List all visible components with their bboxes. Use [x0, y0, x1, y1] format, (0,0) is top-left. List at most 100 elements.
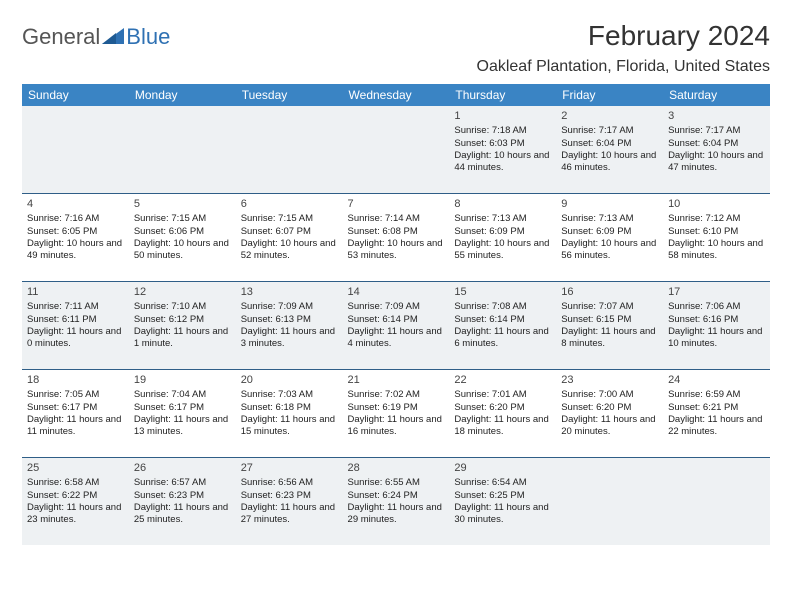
calendar-table: SundayMondayTuesdayWednesdayThursdayFrid… [22, 84, 770, 545]
calendar-cell: 7 Sunrise: 7:14 AMSunset: 6:08 PMDaylight… [343, 194, 450, 282]
day-details: Sunrise: 6:54 AMSunset: 6:25 PMDaylight:… [454, 477, 551, 526]
calendar-cell: 22 Sunrise: 7:01 AMSunset: 6:20 PMDayligh… [449, 370, 556, 458]
brand-logo: General Blue [22, 24, 170, 50]
day-number: 24 [668, 373, 765, 387]
day-header: Friday [556, 84, 663, 106]
day-details: Sunrise: 7:14 AMSunset: 6:08 PMDaylight:… [348, 213, 445, 262]
day-number: 16 [561, 285, 658, 299]
calendar-cell: 6Sunrise: 7:15 AMSunset: 6:07 PMDaylight… [236, 194, 343, 282]
calendar-week: 25 Sunrise: 6:58 AMSunset: 6:22 PMDayligh… [22, 458, 770, 546]
day-number: 13 [241, 285, 338, 299]
day-details: Sunrise: 6:57 AMSunset: 6:23 PMDaylight:… [134, 477, 231, 526]
day-number: 8 [454, 197, 551, 211]
day-header: Thursday [449, 84, 556, 106]
calendar-cell: 25 Sunrise: 6:58 AMSunset: 6:22 PMDayligh… [22, 458, 129, 546]
day-details: Sunrise: 7:10 AMSunset: 6:12 PMDaylight:… [134, 301, 231, 350]
day-details: Sunrise: 7:07 AMSunset: 6:15 PMDaylight:… [561, 301, 658, 350]
day-number: 12 [134, 285, 231, 299]
day-number: 22 [454, 373, 551, 387]
day-details: Sunrise: 7:05 AMSunset: 6:17 PMDaylight:… [27, 389, 124, 438]
day-details: Sunrise: 7:09 AMSunset: 6:14 PMDaylight:… [348, 301, 445, 350]
day-details: Sunrise: 7:11 AMSunset: 6:11 PMDaylight:… [27, 301, 124, 350]
calendar-cell: 20Sunrise: 7:03 AMSunset: 6:18 PMDayligh… [236, 370, 343, 458]
calendar-cell: 10 Sunrise: 7:12 AMSunset: 6:10 PMDayligh… [663, 194, 770, 282]
calendar-cell: 18 Sunrise: 7:05 AMSunset: 6:17 PMDayligh… [22, 370, 129, 458]
day-details: Sunrise: 7:06 AMSunset: 6:16 PMDaylight:… [668, 301, 765, 350]
day-details: Sunrise: 7:00 AMSunset: 6:20 PMDaylight:… [561, 389, 658, 438]
day-number: 5 [134, 197, 231, 211]
day-number: 19 [134, 373, 231, 387]
day-details: Sunrise: 7:12 AMSunset: 6:10 PMDaylight:… [668, 213, 765, 262]
calendar-cell: 14 Sunrise: 7:09 AMSunset: 6:14 PMDayligh… [343, 282, 450, 370]
day-number: 7 [348, 197, 445, 211]
day-details: Sunrise: 6:59 AMSunset: 6:21 PMDaylight:… [668, 389, 765, 438]
brand-triangle-icon [102, 24, 124, 50]
calendar-cell: 19 Sunrise: 7:04 AMSunset: 6:17 PMDayligh… [129, 370, 236, 458]
brand-part1: General [22, 24, 100, 50]
month-title: February 2024 [477, 20, 771, 52]
day-details: Sunrise: 7:13 AMSunset: 6:09 PMDaylight:… [454, 213, 551, 262]
header: General Blue February 2024 Oakleaf Plant… [22, 20, 770, 76]
day-number: 4 [27, 197, 124, 211]
day-header-row: SundayMondayTuesdayWednesdayThursdayFrid… [22, 84, 770, 106]
day-details: Sunrise: 7:16 AMSunset: 6:05 PMDaylight:… [27, 213, 124, 262]
calendar-cell: 11 Sunrise: 7:11 AMSunset: 6:11 PMDayligh… [22, 282, 129, 370]
calendar-body: 1 Sunrise: 7:18 AMSunset: 6:03 PMDaylight… [22, 106, 770, 545]
day-details: Sunrise: 7:15 AMSunset: 6:06 PMDaylight:… [134, 213, 231, 262]
day-number: 29 [454, 461, 551, 475]
calendar-cell: 24 Sunrise: 6:59 AMSunset: 6:21 PMDayligh… [663, 370, 770, 458]
calendar-cell [236, 106, 343, 194]
title-block: February 2024 Oakleaf Plantation, Florid… [477, 20, 771, 76]
calendar-cell: 27Sunrise: 6:56 AMSunset: 6:23 PMDayligh… [236, 458, 343, 546]
calendar-cell: 12 Sunrise: 7:10 AMSunset: 6:12 PMDayligh… [129, 282, 236, 370]
day-number: 1 [454, 109, 551, 123]
day-number: 2 [561, 109, 658, 123]
calendar-week: 1 Sunrise: 7:18 AMSunset: 6:03 PMDaylight… [22, 106, 770, 194]
location: Oakleaf Plantation, Florida, United Stat… [477, 58, 771, 76]
calendar-cell [129, 106, 236, 194]
day-header: Saturday [663, 84, 770, 106]
calendar-week: 18 Sunrise: 7:05 AMSunset: 6:17 PMDayligh… [22, 370, 770, 458]
day-number: 10 [668, 197, 765, 211]
calendar-cell: 2 Sunrise: 7:17 AMSunset: 6:04 PMDaylight… [556, 106, 663, 194]
calendar-cell: 3Sunrise: 7:17 AMSunset: 6:04 PMDaylight… [663, 106, 770, 194]
day-number: 14 [348, 285, 445, 299]
calendar-cell: 21Sunrise: 7:02 AMSunset: 6:19 PMDayligh… [343, 370, 450, 458]
day-number: 18 [27, 373, 124, 387]
day-number: 15 [454, 285, 551, 299]
calendar-cell: 17Sunrise: 7:06 AMSunset: 6:16 PMDayligh… [663, 282, 770, 370]
day-header: Monday [129, 84, 236, 106]
day-number: 28 [348, 461, 445, 475]
day-details: Sunrise: 6:55 AMSunset: 6:24 PMDaylight:… [348, 477, 445, 526]
day-details: Sunrise: 7:13 AMSunset: 6:09 PMDaylight:… [561, 213, 658, 262]
calendar-cell: 4 Sunrise: 7:16 AMSunset: 6:05 PMDaylight… [22, 194, 129, 282]
calendar-cell: 1 Sunrise: 7:18 AMSunset: 6:03 PMDaylight… [449, 106, 556, 194]
day-number: 26 [134, 461, 231, 475]
calendar-cell [343, 106, 450, 194]
day-number: 3 [668, 109, 765, 123]
day-details: Sunrise: 7:08 AMSunset: 6:14 PMDaylight:… [454, 301, 551, 350]
day-details: Sunrise: 7:03 AMSunset: 6:18 PMDaylight:… [241, 389, 338, 438]
calendar-cell: 29 Sunrise: 6:54 AMSunset: 6:25 PMDayligh… [449, 458, 556, 546]
calendar-cell [663, 458, 770, 546]
calendar-week: 4 Sunrise: 7:16 AMSunset: 6:05 PMDaylight… [22, 194, 770, 282]
calendar-cell: 9Sunrise: 7:13 AMSunset: 6:09 PMDaylight… [556, 194, 663, 282]
day-header: Tuesday [236, 84, 343, 106]
day-details: Sunrise: 7:04 AMSunset: 6:17 PMDaylight:… [134, 389, 231, 438]
day-number: 6 [241, 197, 338, 211]
calendar-cell: 15 Sunrise: 7:08 AMSunset: 6:14 PMDayligh… [449, 282, 556, 370]
calendar-cell [556, 458, 663, 546]
calendar-cell: 5 Sunrise: 7:15 AMSunset: 6:06 PMDaylight… [129, 194, 236, 282]
day-header: Sunday [22, 84, 129, 106]
calendar-cell: 8 Sunrise: 7:13 AMSunset: 6:09 PMDaylight… [449, 194, 556, 282]
day-details: Sunrise: 7:09 AMSunset: 6:13 PMDaylight:… [241, 301, 338, 350]
day-details: Sunrise: 6:58 AMSunset: 6:22 PMDaylight:… [27, 477, 124, 526]
day-number: 25 [27, 461, 124, 475]
day-number: 23 [561, 373, 658, 387]
day-details: Sunrise: 7:18 AMSunset: 6:03 PMDaylight:… [454, 125, 551, 174]
day-details: Sunrise: 6:56 AMSunset: 6:23 PMDaylight:… [241, 477, 338, 526]
calendar-cell: 26 Sunrise: 6:57 AMSunset: 6:23 PMDayligh… [129, 458, 236, 546]
day-details: Sunrise: 7:01 AMSunset: 6:20 PMDaylight:… [454, 389, 551, 438]
day-number: 11 [27, 285, 124, 299]
day-details: Sunrise: 7:17 AMSunset: 6:04 PMDaylight:… [561, 125, 658, 174]
